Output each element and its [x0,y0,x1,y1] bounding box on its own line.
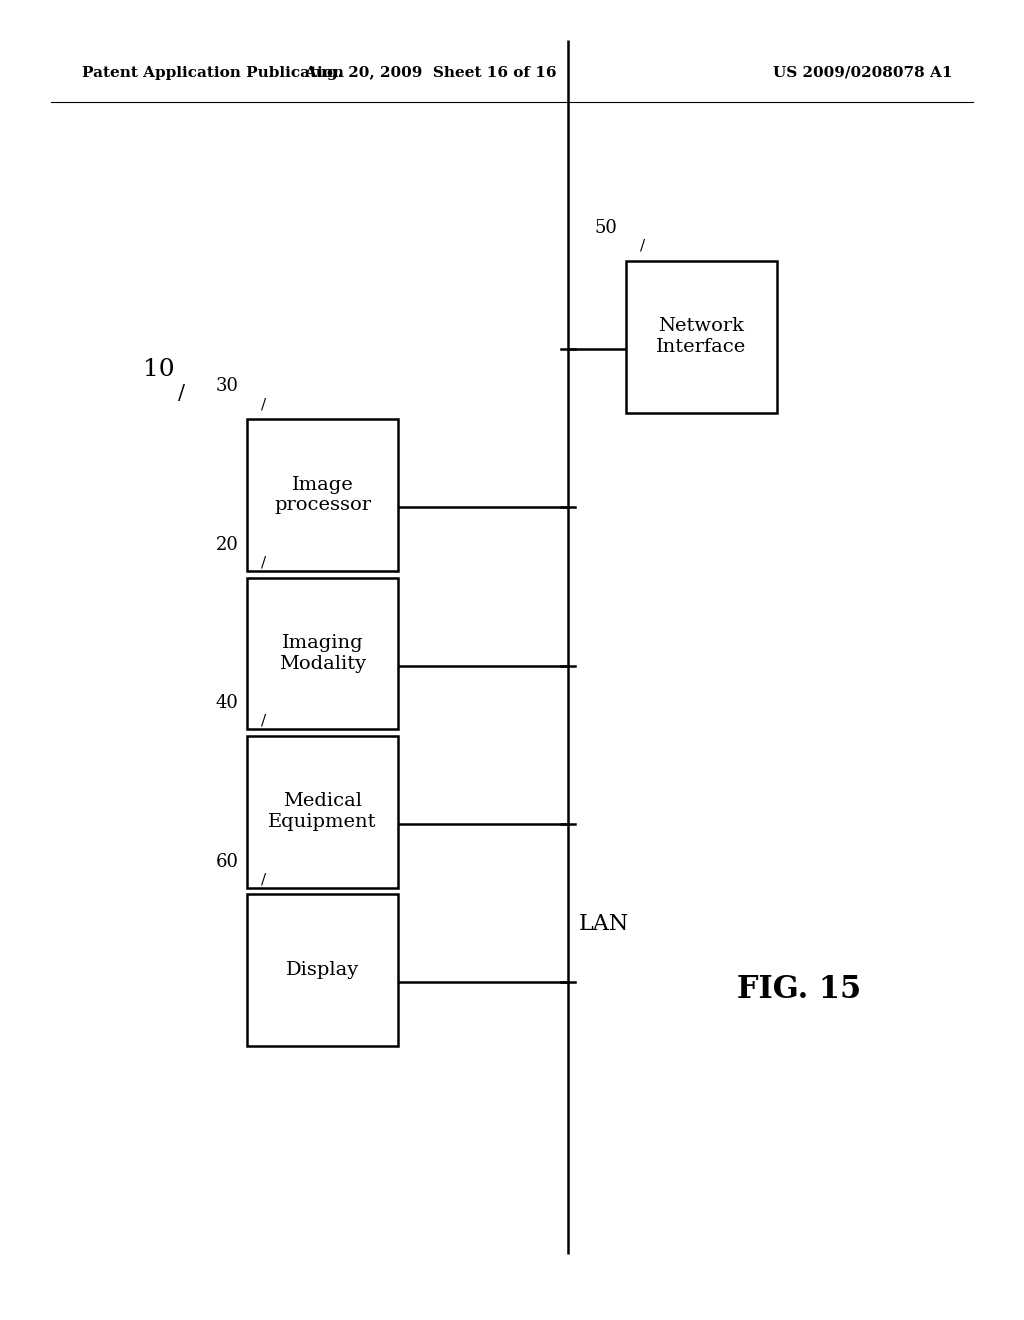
FancyBboxPatch shape [247,420,398,570]
Text: /: / [261,397,266,412]
FancyBboxPatch shape [247,895,398,1045]
Text: US 2009/0208078 A1: US 2009/0208078 A1 [773,66,952,79]
Text: Image
processor: Image processor [274,475,371,515]
Text: FIG. 15: FIG. 15 [736,974,861,1006]
FancyBboxPatch shape [247,737,398,887]
Text: 30: 30 [216,378,239,396]
Text: Imaging
Modality: Imaging Modality [279,634,367,673]
Text: 60: 60 [216,853,239,871]
Text: /: / [261,556,266,570]
Text: 40: 40 [216,694,239,713]
Text: /: / [640,239,645,253]
Text: Aug. 20, 2009  Sheet 16 of 16: Aug. 20, 2009 Sheet 16 of 16 [304,66,556,79]
FancyBboxPatch shape [626,261,777,412]
Text: Patent Application Publication: Patent Application Publication [82,66,344,79]
Text: 10: 10 [143,358,174,381]
Text: Display: Display [286,961,359,979]
Text: LAN: LAN [579,913,629,935]
Text: Network
Interface: Network Interface [656,317,746,356]
FancyBboxPatch shape [247,578,398,729]
Text: 20: 20 [216,536,239,554]
Text: /: / [261,873,266,887]
Text: Medical
Equipment: Medical Equipment [268,792,377,832]
Text: 50: 50 [595,219,617,238]
Text: /: / [261,714,266,729]
Text: /: / [178,384,184,403]
